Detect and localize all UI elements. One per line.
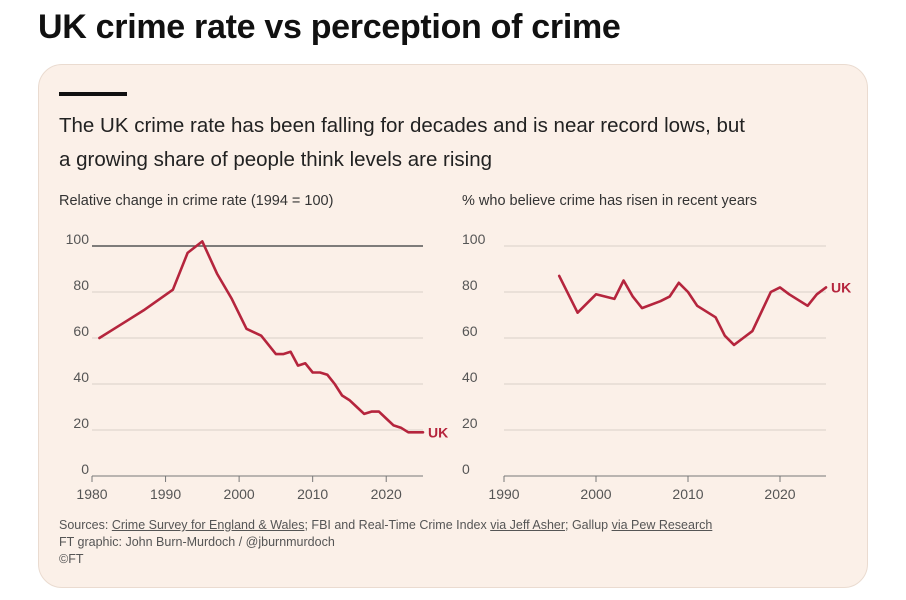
panel-1-data-point-2005 <box>275 353 278 356</box>
chart-subtitle: The UK crime rate has been falling for d… <box>59 109 859 177</box>
panel-2-data-point-2015 <box>733 344 736 347</box>
panel-1-xtick-label-2000: 2000 <box>224 486 255 502</box>
subtitle-line-2: a growing share of people think levels a… <box>59 148 493 171</box>
panel-2-title: % who believe crime has risen in recent … <box>462 193 757 209</box>
panel-1-series-line-uk <box>98 240 425 434</box>
panel-1-data-point-1997 <box>216 272 219 275</box>
page-title: UK crime rate vs perception of crime <box>38 8 621 46</box>
sources-line-3: ©FT <box>59 552 84 566</box>
panel-1-data-point-1983 <box>113 328 116 331</box>
panel-2-series-line-uk <box>557 274 828 347</box>
panel-1-data-point-2013 <box>333 383 336 386</box>
panel-1-data-point-2019 <box>378 410 381 413</box>
panel-2-xtick-label-2000: 2000 <box>580 486 611 502</box>
panel-2-data-point-2013 <box>714 316 717 319</box>
source-link-crime-survey[interactable]: Crime Survey for England & Wales <box>111 518 305 532</box>
panel-1-data-point-2022 <box>400 426 403 429</box>
panel-1-data-point-1987 <box>142 309 145 312</box>
panel-1-data-point-2016 <box>356 406 359 409</box>
panel-2-data-point-2025 <box>825 286 828 289</box>
panel-2-data-point-2017 <box>751 330 754 333</box>
panel-1-xtick-label-1980: 1980 <box>76 486 107 502</box>
panel-1-data-point-2017 <box>363 413 366 416</box>
panel-2-data-point-1998 <box>576 311 579 314</box>
panel-2-data-point-2003 <box>622 279 625 282</box>
panel-2-xtick-label-2020: 2020 <box>764 486 795 502</box>
source-link-jeff-asher[interactable]: via Jeff Asher <box>490 518 566 532</box>
panel-1-data-point-1991 <box>172 288 175 291</box>
panel-2-xtick-label-1990: 1990 <box>488 486 519 502</box>
panel-1-data-point-1995 <box>201 240 204 243</box>
panel-1-data-point-2003 <box>260 334 263 337</box>
panel-1-data-point-2007 <box>289 351 292 354</box>
panel-2-data-point-2019 <box>770 291 773 294</box>
panel-2-data-point-2024 <box>816 293 819 296</box>
panel-1-data-point-1999 <box>230 298 233 301</box>
panel-2-data-point-2007 <box>659 300 662 303</box>
panel-2-ytick-label-0: 0 <box>462 461 470 477</box>
panel-2-ytick-label-40: 40 <box>462 369 478 385</box>
panel-1-ytick-label-0: 0 <box>81 461 89 477</box>
panel-2-series-label-uk: UK <box>831 279 851 295</box>
panel-1-xtick-label-2010: 2010 <box>297 486 328 502</box>
panel-1-data-point-2023 <box>407 431 410 434</box>
panel-1-data-point-2021 <box>392 424 395 427</box>
panel-1-data-point-2025 <box>422 431 425 434</box>
panel-2-ytick-label-100: 100 <box>462 231 486 247</box>
panel-1-data-point-2006 <box>282 353 285 356</box>
sources-line-1: Sources: Crime Survey for England & Wale… <box>59 517 712 534</box>
panel-1-data-point-2012 <box>326 374 329 377</box>
panel-1-data-point-2008 <box>297 364 300 367</box>
panel-1-data-point-2018 <box>370 410 373 413</box>
panel-1-ytick-label-60: 60 <box>73 323 89 339</box>
subtitle-line-1: The UK crime rate has been falling for d… <box>59 114 745 137</box>
panel-2-data-point-2008 <box>668 295 671 298</box>
sources-note: Sources: Crime Survey for England & Wale… <box>59 517 712 568</box>
panel-2-data-point-2005 <box>641 307 644 310</box>
panel-1-title: Relative change in crime rate (1994 = 10… <box>59 193 333 209</box>
panel-2-data-point-1996 <box>558 275 561 278</box>
source-link-pew-research[interactable]: via Pew Research <box>611 518 713 532</box>
panel-1-ytick-label-80: 80 <box>73 277 89 293</box>
panel-1-data-point-1981 <box>98 337 101 340</box>
panel-1-ytick-label-20: 20 <box>73 415 89 431</box>
panel-1-data-point-2014 <box>341 394 344 397</box>
sources-line-2: FT graphic: John Burn-Murdoch / @jburnmu… <box>59 535 335 549</box>
title-rule <box>59 92 127 96</box>
panel-1-data-point-2010 <box>311 371 314 374</box>
charts-svg: Relative change in crime rate (1994 = 10… <box>59 193 851 502</box>
panel-2-data-point-2011 <box>696 305 699 308</box>
panel-2-ytick-label-20: 20 <box>462 415 478 431</box>
panel-2-ytick-label-60: 60 <box>462 323 478 339</box>
panel-1-data-point-2001 <box>245 328 248 331</box>
panel-2-data-point-2000 <box>595 293 598 296</box>
panel-1-data-point-2024 <box>414 431 417 434</box>
panel-1-data-point-2020 <box>385 417 388 420</box>
panel-2-data-point-2002 <box>613 298 616 301</box>
panel-2-data-point-2004 <box>632 295 635 298</box>
sources-mid-1: ; FBI and Real-Time Crime Index <box>304 518 491 532</box>
panel-1-data-point-1993 <box>186 252 189 255</box>
panel-2-data-point-2016 <box>742 337 745 340</box>
sources-prefix: Sources: <box>59 518 112 532</box>
chart-card: The UK crime rate has been falling for d… <box>38 64 868 588</box>
panel-1-ytick-label-40: 40 <box>73 369 89 385</box>
panel-1-xtick-label-1990: 1990 <box>150 486 181 502</box>
panel-1-xtick-label-2020: 2020 <box>371 486 402 502</box>
panel-2-data-point-2010 <box>687 291 690 294</box>
sources-mid-2: ; Gallup <box>565 518 612 532</box>
panel-2-data-point-2023 <box>806 305 809 308</box>
panel-2-data-point-2009 <box>678 282 681 285</box>
panel-2-xtick-label-2010: 2010 <box>672 486 703 502</box>
panel-2-data-point-2020 <box>779 286 782 289</box>
panel-2-ytick-label-80: 80 <box>462 277 478 293</box>
panel-1-data-point-2011 <box>319 371 322 374</box>
panel-1-data-point-2015 <box>348 399 351 402</box>
panel-1-data-point-2009 <box>304 362 307 365</box>
panel-2-data-point-2021 <box>788 293 791 296</box>
panel-2-data-point-2014 <box>724 334 727 337</box>
panel-1-series-label-uk: UK <box>428 424 448 440</box>
panel-1-ytick-label-100: 100 <box>66 231 90 247</box>
